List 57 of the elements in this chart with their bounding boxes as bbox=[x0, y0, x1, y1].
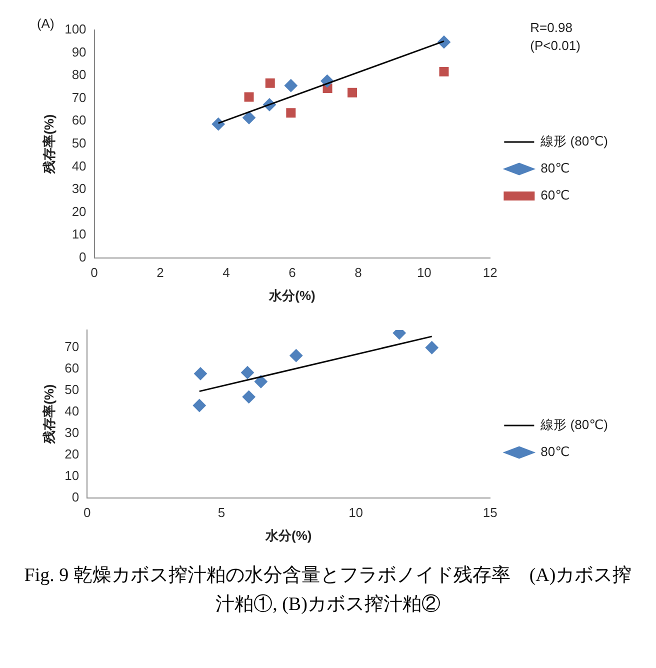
x-tick-label: 10 bbox=[416, 265, 432, 280]
y-tick-label: 50 bbox=[72, 135, 86, 150]
point bbox=[242, 111, 256, 124]
y-tick-label: 30 bbox=[64, 424, 80, 440]
point bbox=[286, 108, 296, 118]
x-axis-title: 水分(%) bbox=[264, 528, 312, 543]
text: R=0.98 bbox=[530, 20, 572, 36]
caption: Fig. 9 乾燥カボス搾汁粕の水分含量とフラボノイド残存率 (A)カボス搾汁粕①, (B)カボス搾汁粕② bbox=[23, 564, 633, 616]
x-tick-label: 8 bbox=[354, 265, 362, 280]
y-tick-label: 70 bbox=[72, 90, 86, 105]
x-axis-title: 水分(%) bbox=[268, 288, 316, 303]
y-tick-label: 60 bbox=[72, 112, 86, 128]
y-tick-label: 20 bbox=[72, 204, 86, 219]
y-tick-label: 70 bbox=[64, 338, 80, 354]
y-tick-label: 90 bbox=[72, 44, 86, 60]
y-tick-label: 60 bbox=[64, 360, 80, 376]
y-axis-title: 残存率(%) bbox=[41, 384, 56, 445]
text: (P<0.01) bbox=[530, 38, 580, 54]
x-tick-label: 2 bbox=[156, 265, 164, 280]
y-tick-label: 0 bbox=[79, 249, 86, 264]
point bbox=[241, 366, 254, 380]
point bbox=[290, 349, 303, 362]
x-tick-label: 15 bbox=[482, 505, 498, 520]
y-tick-label: 80 bbox=[72, 67, 86, 82]
x-tick-label: 0 bbox=[90, 265, 98, 280]
x-tick-label: 6 bbox=[288, 265, 296, 280]
point bbox=[284, 79, 298, 92]
point bbox=[194, 367, 207, 380]
point bbox=[348, 88, 358, 98]
y-tick-label: 40 bbox=[64, 403, 80, 418]
text: (A) bbox=[36, 16, 54, 32]
y-tick-label: 10 bbox=[72, 226, 86, 242]
legend-label: 線形 (80℃) bbox=[540, 134, 608, 149]
y-axis-title: 残存率(%) bbox=[41, 114, 56, 175]
y-tick-label: 30 bbox=[72, 181, 86, 196]
legend-label: 60℃ bbox=[540, 188, 570, 203]
point bbox=[244, 92, 254, 102]
x-tick-label: 12 bbox=[482, 265, 498, 280]
x-tick-label: 4 bbox=[222, 265, 230, 280]
y-tick-label: 100 bbox=[64, 22, 86, 37]
point bbox=[212, 118, 225, 131]
point bbox=[242, 390, 256, 404]
x-tick-label: 10 bbox=[348, 505, 364, 520]
y-tick-label: 20 bbox=[64, 446, 80, 462]
point bbox=[425, 341, 438, 354]
point bbox=[254, 375, 268, 388]
legend-label: 80℃ bbox=[540, 160, 570, 176]
y-tick-label: 0 bbox=[72, 489, 80, 504]
y-tick-label: 50 bbox=[64, 382, 80, 397]
legend-label: 線形 (80℃) bbox=[540, 417, 608, 432]
point bbox=[265, 78, 275, 88]
point bbox=[439, 66, 449, 76]
y-tick-label: 40 bbox=[72, 158, 86, 174]
point bbox=[192, 399, 206, 412]
legend-label: 80℃ bbox=[540, 444, 570, 460]
y-tick-label: 10 bbox=[64, 468, 80, 483]
x-tick-label: 5 bbox=[218, 505, 226, 520]
